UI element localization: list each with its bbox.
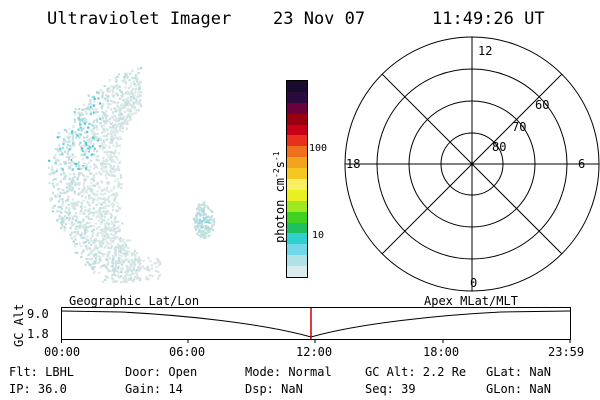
colorbar-tick-100: 100	[309, 143, 328, 154]
mlt-label-0: 0	[470, 276, 478, 290]
mode-info: Mode: Normal	[245, 365, 332, 379]
filter-info: Flt: LBHL	[9, 365, 75, 379]
seq-info: Seq: 39	[365, 382, 416, 396]
lat-label-60: 60	[535, 98, 550, 112]
y-axis-label: GC Alt	[12, 303, 26, 347]
altitude-curve	[61, 310, 571, 338]
x-tick-1200: 12:00	[296, 345, 333, 359]
colorbar-band	[287, 81, 307, 92]
colorbar-band	[287, 124, 307, 136]
colorbar-band	[287, 200, 307, 212]
y-tick-top: 9.0	[27, 307, 49, 321]
geographic-label: Geographic Lat/Lon	[69, 294, 200, 308]
gcalt-info: GC Alt: 2.2 Re	[365, 365, 467, 379]
colorbar-band	[287, 157, 307, 169]
mlt-label-6: 6	[578, 157, 586, 171]
colorbar-gradient	[287, 81, 307, 278]
colorbar-band	[287, 146, 307, 158]
glon-info: GLon: NaN	[486, 382, 552, 396]
mlt-line-diag2	[381, 73, 563, 255]
colorbar-band	[287, 102, 307, 114]
colorbar-band	[287, 135, 307, 147]
colorbar	[286, 80, 308, 278]
auroral-emission	[47, 67, 216, 284]
glat-info: GLat: NaN	[486, 365, 552, 379]
polar-grid	[344, 36, 600, 292]
mlt-label-12: 12	[478, 44, 493, 58]
auroral-image	[47, 67, 216, 284]
colorbar-band	[287, 244, 307, 256]
x-tick-1800: 18:00	[423, 345, 460, 359]
mlt-label-18: 18	[346, 157, 361, 171]
dsp-info: Dsp: NaN	[245, 382, 303, 396]
colorbar-band	[287, 113, 307, 125]
colorbar-band	[287, 211, 307, 223]
x-tick-0600: 06:00	[169, 345, 206, 359]
colorbar-tick-10: 10	[312, 230, 325, 241]
x-tick-0000: 00:00	[44, 345, 81, 359]
lat-label-70: 70	[512, 120, 527, 134]
colorbar-band	[287, 91, 307, 103]
colorbar-band	[287, 179, 307, 190]
colorbar-band	[287, 255, 307, 267]
colorbar-band	[287, 189, 307, 201]
ip-info: IP: 36.0	[9, 382, 67, 396]
image-time: 11:49:26 UT	[432, 9, 545, 29]
x-tick-2359: 23:59	[548, 345, 585, 359]
instrument-title: Ultraviolet Imager	[47, 9, 232, 29]
gain-info: Gain: 14	[125, 382, 183, 396]
y-tick-bottom: 1.8	[27, 327, 49, 341]
colorbar-band	[287, 222, 307, 234]
colorbar-band	[287, 233, 307, 245]
image-date: 23 Nov 07	[273, 9, 366, 29]
colorbar-band	[287, 168, 307, 180]
lat-label-80: 80	[492, 140, 507, 154]
door-info: Door: Open	[125, 365, 198, 379]
colorbar-band	[287, 266, 307, 278]
apex-label: Apex MLat/MLT	[424, 294, 518, 308]
altitude-plot	[61, 307, 571, 343]
colorbar-unit-label: photon cm-2s-1	[272, 151, 287, 243]
